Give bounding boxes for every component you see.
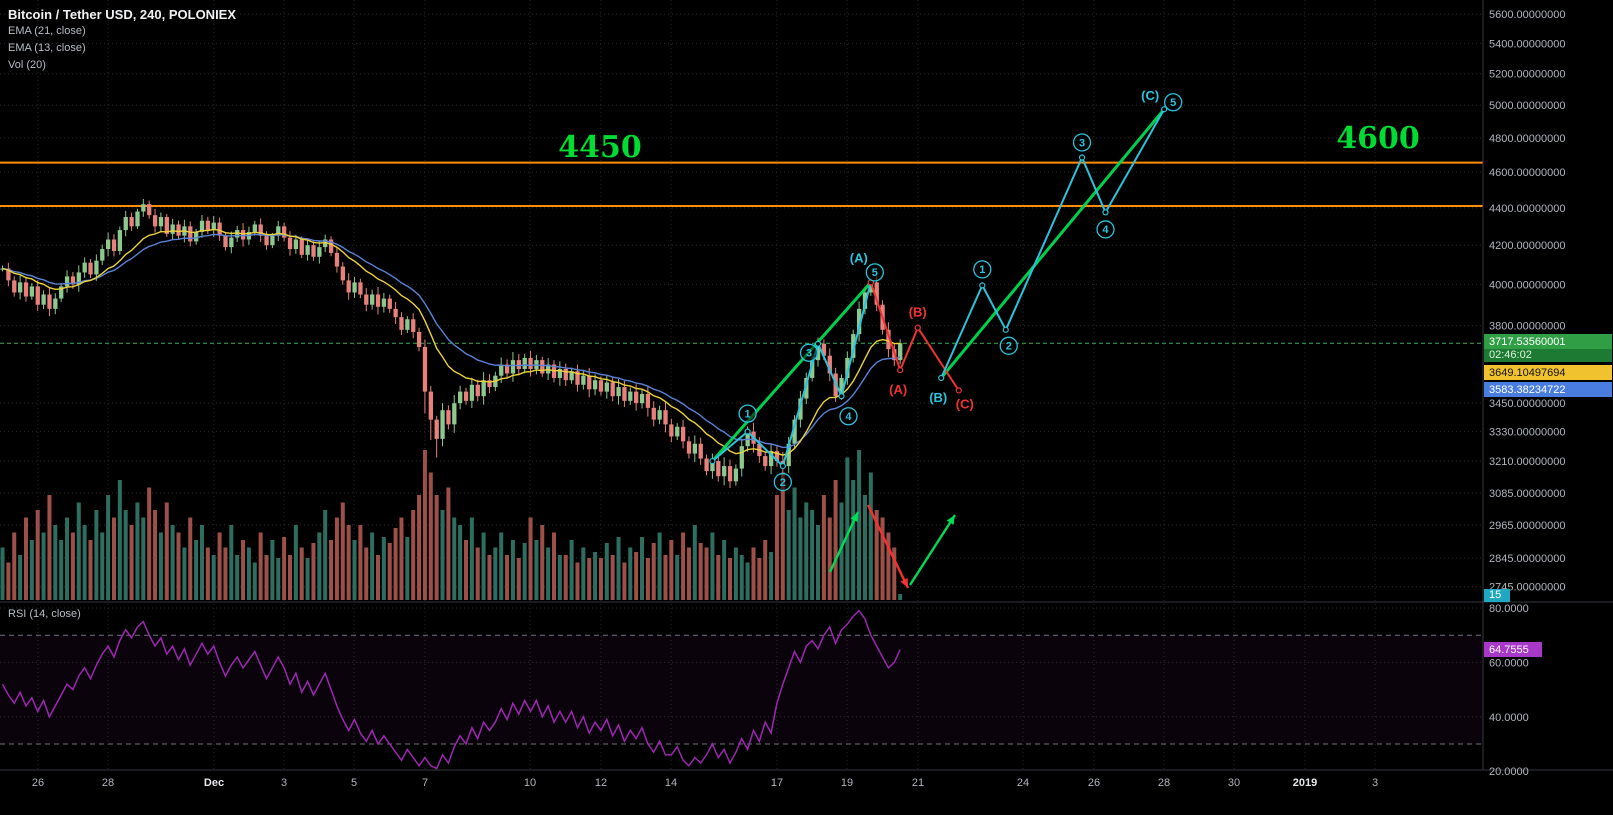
svg-text:5: 5 [1170, 97, 1176, 109]
svg-text:1: 1 [979, 264, 985, 276]
svg-text:60.0000: 60.0000 [1489, 657, 1529, 669]
svg-text:(C): (C) [1141, 88, 1159, 103]
resistance-lines[interactable] [0, 161, 1483, 208]
svg-text:4600.00000000: 4600.00000000 [1489, 167, 1565, 179]
wave-labels[interactable]: 1 2 3 4 5 1 2 3 4 5 (A) (B) (C) (A) (B) (C) [738, 88, 1183, 492]
volume-arrows[interactable] [828, 504, 957, 589]
svg-text:(A): (A) [850, 250, 868, 265]
svg-text:28: 28 [102, 777, 114, 789]
svg-text:40.0000: 40.0000 [1489, 712, 1529, 724]
wave-trend-lines[interactable] [710, 107, 1166, 463]
svg-text:5400.00000000: 5400.00000000 [1489, 38, 1565, 50]
svg-text:Dec: Dec [204, 777, 224, 789]
svg-text:15: 15 [1489, 589, 1501, 601]
svg-text:5: 5 [872, 267, 878, 279]
svg-text:3: 3 [1079, 137, 1085, 149]
price-axis-badge[interactable] [1484, 589, 1510, 602]
rsi-value-badge[interactable] [1484, 642, 1542, 657]
svg-text:10: 10 [524, 777, 536, 789]
svg-text:14: 14 [665, 777, 677, 789]
svg-text:5: 5 [351, 777, 357, 789]
chart-legend: Bitcoin / Tether USD, 240, POLONIEX EMA … [8, 6, 236, 74]
price-target-texts[interactable]: 4450 4600 [558, 121, 1420, 165]
svg-text:17: 17 [771, 777, 783, 789]
svg-text:4: 4 [845, 411, 852, 423]
price-axis-badge[interactable] [1484, 349, 1612, 362]
svg-text:3085.00000000: 3085.00000000 [1489, 488, 1565, 500]
rsi-axis[interactable]: 80.0000 60.0000 40.0000 20.0000 64.7555 [1484, 603, 1542, 778]
rsi-band [0, 634, 1483, 745]
rsi-series [1, 609, 901, 770]
svg-text:4600: 4600 [1336, 121, 1420, 156]
svg-text:2: 2 [1006, 341, 1012, 353]
svg-text:24: 24 [1017, 777, 1029, 789]
ema21-line [2, 233, 901, 449]
svg-text:26: 26 [32, 777, 44, 789]
svg-text:3649.10497694: 3649.10497694 [1489, 367, 1565, 379]
svg-text:3: 3 [806, 348, 812, 360]
price-axis-badge[interactable] [1484, 334, 1612, 349]
svg-text:5600.00000000: 5600.00000000 [1489, 9, 1565, 21]
svg-text:7: 7 [422, 777, 428, 789]
svg-text:2019: 2019 [1293, 777, 1317, 789]
svg-text:19: 19 [841, 777, 853, 789]
svg-text:4: 4 [1102, 224, 1109, 236]
svg-text:3: 3 [281, 777, 287, 789]
svg-text:3717.53560001: 3717.53560001 [1489, 336, 1565, 348]
svg-text:4400.00000000: 4400.00000000 [1489, 203, 1565, 215]
svg-text:5200.00000000: 5200.00000000 [1489, 69, 1565, 81]
svg-text:2845.00000000: 2845.00000000 [1489, 553, 1565, 565]
svg-text:26: 26 [1088, 777, 1100, 789]
svg-text:3210.00000000: 3210.00000000 [1489, 456, 1565, 468]
volume-series [0, 450, 903, 600]
price-axis-badge[interactable] [1484, 365, 1612, 380]
indicator-ema13[interactable]: EMA (13, close) [8, 42, 86, 54]
svg-text:3: 3 [1372, 777, 1378, 789]
svg-text:30: 30 [1228, 777, 1240, 789]
ema13-line [2, 228, 901, 456]
svg-text:3330.00000000: 3330.00000000 [1489, 427, 1565, 439]
svg-text:(B): (B) [909, 305, 927, 320]
wave-paths[interactable] [709, 106, 1168, 470]
svg-text:2965.00000000: 2965.00000000 [1489, 520, 1565, 532]
svg-text:4000.00000000: 4000.00000000 [1489, 279, 1565, 291]
svg-text:2: 2 [780, 477, 786, 489]
svg-text:80.0000: 80.0000 [1489, 603, 1529, 615]
svg-text:3583.38234722: 3583.38234722 [1489, 384, 1565, 396]
svg-text:3450.00000000: 3450.00000000 [1489, 398, 1565, 410]
time-axis[interactable]: 26 28 Dec 3 5 7 10 12 14 17 19 21 24 26 28 30 2019 3 [32, 777, 1378, 789]
svg-text:64.7555: 64.7555 [1489, 644, 1529, 656]
svg-text:3800.00000000: 3800.00000000 [1489, 321, 1565, 333]
svg-text:5000.00000000: 5000.00000000 [1489, 100, 1565, 112]
svg-text:1: 1 [745, 408, 751, 420]
svg-text:4200.00000000: 4200.00000000 [1489, 240, 1565, 252]
pane-separators [0, 0, 1613, 771]
svg-text:20.0000: 20.0000 [1489, 766, 1529, 778]
indicator-vol[interactable]: Vol (20) [8, 59, 46, 71]
price-axis[interactable]: 5600.00000000 5400.00000000 5200.00000000 5… [1484, 9, 1612, 602]
svg-text:(B): (B) [929, 390, 947, 405]
symbol-title[interactable]: Bitcoin / Tether USD, 240, POLONIEX [8, 7, 237, 22]
svg-text:02:46:02: 02:46:02 [1489, 349, 1532, 361]
svg-text:21: 21 [912, 777, 924, 789]
svg-text:(C): (C) [956, 396, 974, 411]
rsi-indicator-label[interactable]: RSI (14, close) [8, 608, 81, 620]
price-axis-badge[interactable] [1484, 382, 1612, 397]
svg-text:28: 28 [1158, 777, 1170, 789]
svg-text:4450: 4450 [558, 130, 642, 165]
svg-text:(A): (A) [889, 382, 907, 397]
indicator-ema21[interactable]: EMA (21, close) [8, 25, 86, 37]
grid [0, 0, 1483, 770]
svg-text:4800.00000000: 4800.00000000 [1489, 133, 1565, 145]
svg-text:12: 12 [595, 777, 607, 789]
